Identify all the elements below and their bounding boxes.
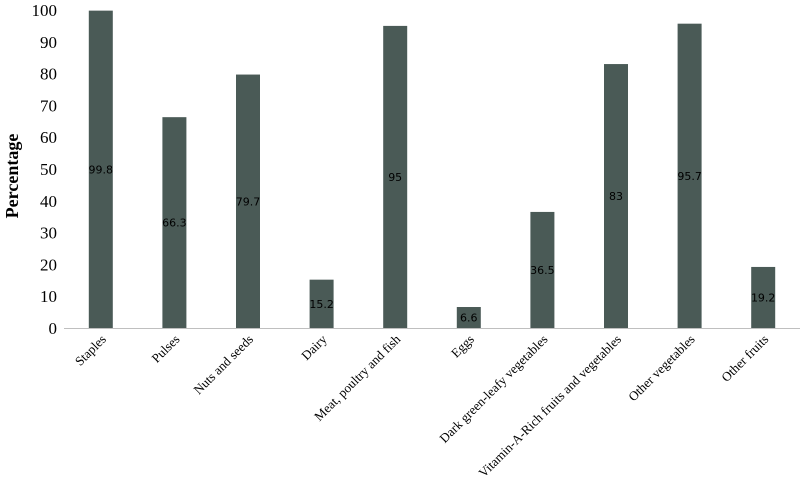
data-label: 15.2 [309, 298, 334, 311]
bars [88, 10, 776, 329]
y-tick-label: 60 [40, 128, 57, 147]
bar [236, 74, 260, 328]
data-label: 19.2 [751, 291, 776, 304]
x-tick-label: Nuts and seeds [190, 332, 256, 398]
bar [456, 307, 481, 328]
y-tick-label: 30 [40, 224, 57, 243]
y-tick-label: 10 [40, 287, 57, 306]
bar [604, 64, 628, 328]
x-tick-label: Other vegetables [625, 332, 698, 405]
bar [309, 279, 334, 328]
bar [383, 25, 408, 329]
x-tick-label: Pulses [148, 332, 182, 366]
y-tick-label: 40 [40, 192, 57, 211]
y-tick-label: 70 [40, 96, 57, 115]
x-tick-label: Staples [72, 332, 109, 369]
x-tick-label: Dairy [298, 331, 330, 363]
data-label: 99.8 [89, 163, 114, 176]
bar [162, 117, 187, 328]
data-labels: 99.8 66.3 79.7 15.2 95 6.6 36.5 83 95.7 19.2 [89, 163, 776, 324]
y-tick-label: 50 [40, 160, 57, 179]
x-tick-label: Other fruits [718, 332, 771, 385]
data-label: 66.3 [162, 217, 187, 230]
bar [677, 23, 702, 328]
data-label: 83 [609, 190, 623, 203]
y-tick-label: 100 [32, 1, 58, 20]
data-label: 36.5 [530, 264, 555, 277]
data-label: 95 [388, 171, 402, 184]
y-tick-label: 0 [49, 319, 58, 338]
y-tick-label: 20 [40, 255, 57, 274]
bar [751, 266, 776, 328]
y-tick-label: 90 [40, 33, 57, 52]
y-axis-ticks: 0 10 20 30 40 50 60 70 80 90 100 [32, 1, 58, 338]
data-label: 95.7 [677, 170, 702, 183]
x-tick-label: Eggs [448, 332, 477, 361]
data-label: 6.6 [460, 312, 478, 325]
x-tick-label: Vitamin-A-Rich fruits and vegetables [475, 332, 624, 481]
data-label: 79.7 [236, 195, 261, 208]
y-tick-label: 80 [40, 65, 57, 84]
bar [88, 10, 113, 329]
bar [530, 211, 555, 328]
y-axis-label: Percentage [2, 134, 22, 219]
